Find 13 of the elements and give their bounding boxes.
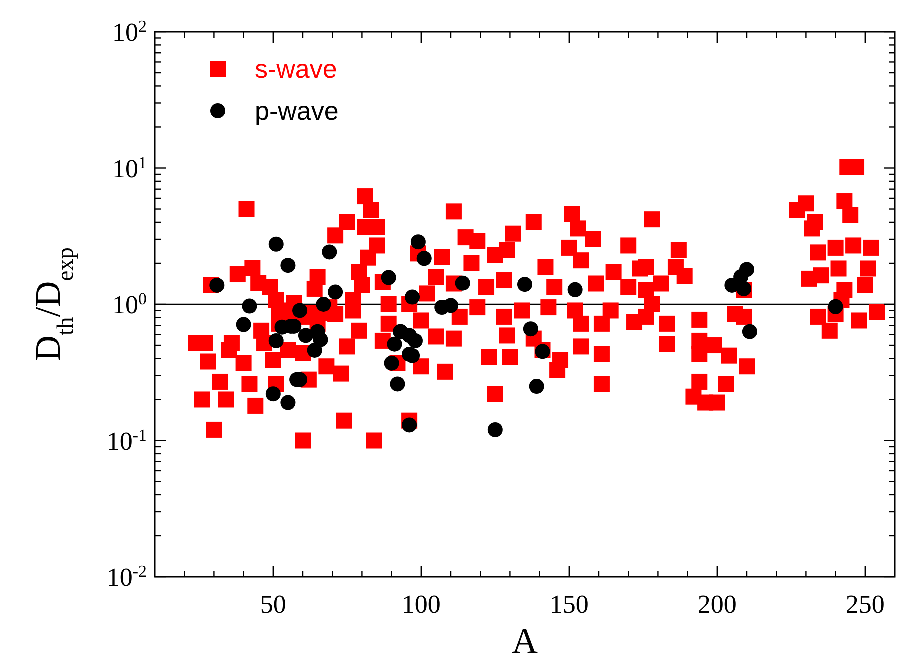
x-axis-title: A — [512, 621, 538, 661]
y-tick-label: 10$^{0}$ — [112, 289, 147, 320]
x-tick-label: 100 — [402, 590, 441, 619]
y-tick-label: 10$^{-1}$ — [106, 425, 147, 456]
y-tick-label: 10$^{2}$ — [112, 16, 147, 47]
x-tick-label: 150 — [550, 590, 589, 619]
y-tick-label: 10$^{-2}$ — [106, 562, 147, 592]
x-tick-label: 200 — [698, 590, 737, 619]
x-tick-label: 50 — [260, 590, 286, 619]
legend-label: p-wave — [255, 96, 339, 126]
x-tick-label: 250 — [846, 590, 885, 619]
legend-label: s-wave — [255, 54, 338, 84]
y-tick-label: 10$^{1}$ — [112, 152, 147, 184]
